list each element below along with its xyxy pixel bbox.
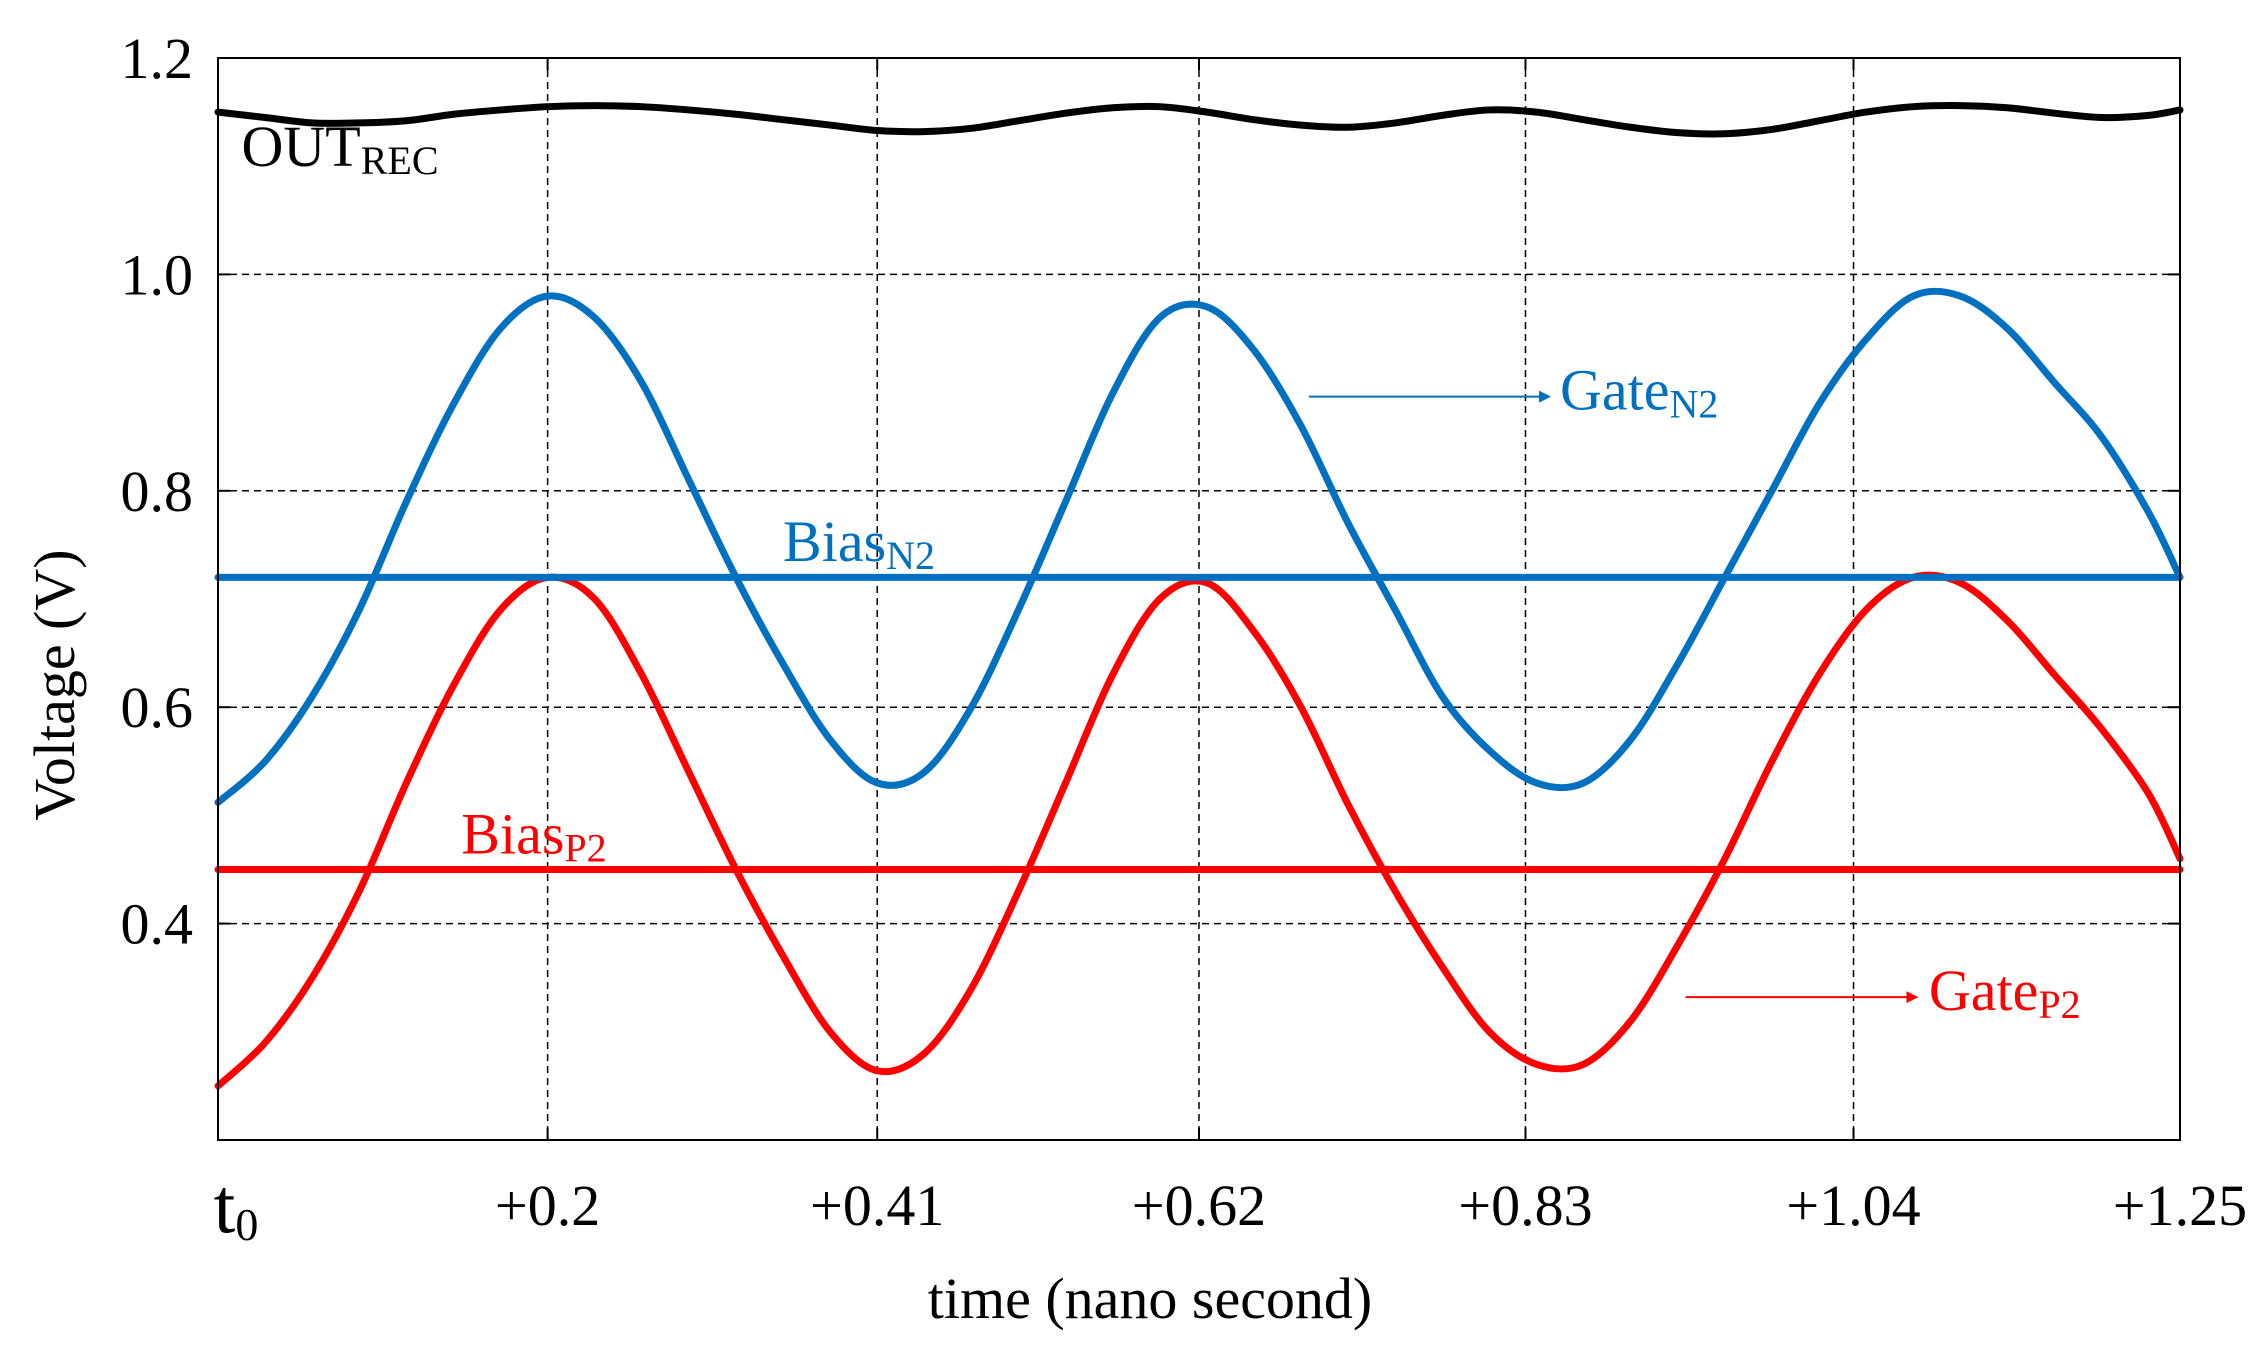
y-axis-label: Voltage (V): [22, 549, 87, 820]
y-tick-label: 0.4: [121, 892, 194, 957]
label-gaten2: GateN2: [1560, 358, 1718, 427]
y-tick-label: 0.6: [121, 675, 194, 740]
series-line-gate-n2: [214, 287, 2184, 806]
y-tick-label: 1.0: [121, 242, 194, 307]
label-biasn2: BiasN2: [783, 509, 935, 578]
x-tick-label: +0.2: [495, 1173, 600, 1238]
label-gatep2: GateP2: [1929, 958, 2081, 1027]
x-axis-label: time (nano second): [928, 1266, 1373, 1331]
y-tick-label: 1.2: [121, 26, 194, 91]
x-tick-label: t0: [214, 1162, 259, 1250]
x-tick-label: +0.83: [1458, 1173, 1592, 1238]
y-tick-label: 0.8: [121, 459, 194, 524]
x-tick-label: +0.62: [1132, 1173, 1266, 1238]
label-out: OUTREC: [242, 114, 439, 183]
label-biasp2: BiasP2: [461, 801, 606, 870]
x-tick-label: +1.25: [2113, 1173, 2247, 1238]
x-tick-label: +0.41: [810, 1173, 944, 1238]
series-line-out-rec: [214, 102, 2184, 138]
x-tick-label: +1.04: [1786, 1173, 1920, 1238]
